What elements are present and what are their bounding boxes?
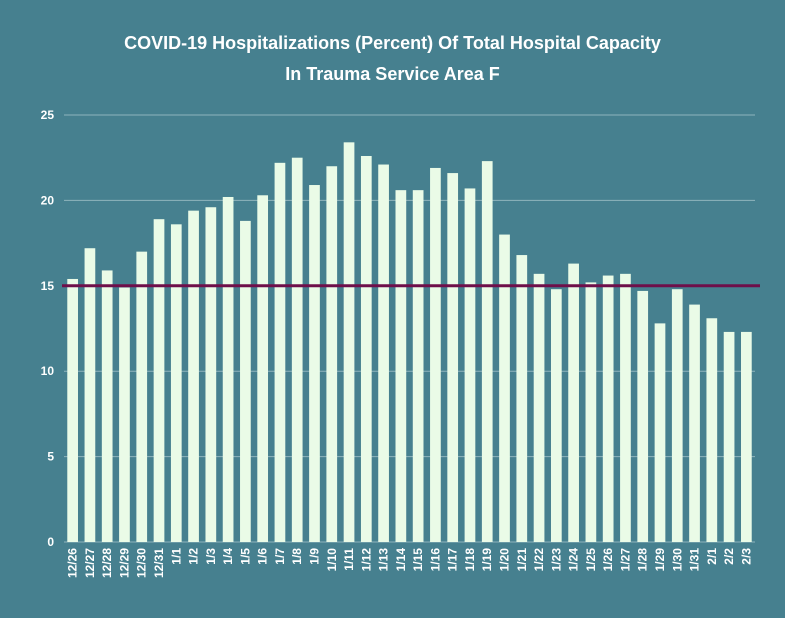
bar-1-7 <box>274 162 286 542</box>
bar-1-17 <box>447 173 459 542</box>
bar-1-2 <box>188 210 199 542</box>
x-tick-label: 1/22 <box>532 548 546 572</box>
x-tick-label: 12/26 <box>66 548 80 578</box>
bar-2-3 <box>741 331 752 542</box>
bar-1-16 <box>430 167 441 542</box>
bar-1-27 <box>620 273 631 542</box>
x-tick-label: 1/29 <box>653 548 667 572</box>
x-tick-label: 1/24 <box>567 548 581 572</box>
x-tick-label: 12/31 <box>152 548 166 578</box>
x-tick-label: 1/27 <box>618 548 632 572</box>
bar-1-6 <box>257 195 269 542</box>
x-tick-label: 2/3 <box>739 548 753 565</box>
x-tick-label: 1/17 <box>446 548 460 572</box>
bar-12-27 <box>84 248 96 542</box>
y-tick-label: 15 <box>41 279 55 293</box>
x-tick-label: 1/2 <box>187 548 201 565</box>
x-tick-label: 12/29 <box>117 548 131 578</box>
bar-1-19 <box>481 161 493 542</box>
x-tick-label: 1/14 <box>394 548 408 572</box>
x-tick-label: 1/12 <box>359 548 373 572</box>
bar-1-3 <box>205 207 217 542</box>
x-tick-label: 2/1 <box>705 548 719 565</box>
x-tick-label: 1/25 <box>584 548 598 572</box>
x-tick-label: 1/6 <box>256 548 270 565</box>
x-tick-label: 1/4 <box>221 548 235 565</box>
x-tick-label: 1/19 <box>480 548 494 572</box>
x-tick-label: 12/27 <box>83 548 97 578</box>
bar-1-18 <box>464 188 476 542</box>
x-tick-label: 1/9 <box>307 548 321 565</box>
bar-1-1 <box>170 224 182 542</box>
x-tick-label: 1/26 <box>601 548 615 572</box>
y-tick-label: 20 <box>41 193 55 207</box>
bar-12-26 <box>67 278 78 542</box>
y-tick-label: 5 <box>47 450 54 464</box>
bar-1-29 <box>654 323 666 542</box>
bar-1-21 <box>516 255 528 542</box>
bar-2-2 <box>723 331 735 542</box>
bar-1-26 <box>602 275 614 542</box>
bar-1-28 <box>637 290 649 542</box>
x-tick-label: 1/15 <box>411 548 425 572</box>
bar-1-25 <box>585 282 597 542</box>
bar-1-13 <box>378 164 389 543</box>
x-tick-label: 1/3 <box>204 548 218 565</box>
x-tick-label: 12/30 <box>135 548 149 578</box>
x-tick-label: 1/13 <box>377 548 391 572</box>
bar-1-24 <box>568 263 579 542</box>
bar-1-22 <box>533 273 545 542</box>
bar-1-30 <box>671 289 683 542</box>
bar-1-8 <box>291 157 303 542</box>
x-tick-label: 1/10 <box>325 548 339 572</box>
bar-1-10 <box>326 166 338 543</box>
x-tick-label: 1/16 <box>428 548 442 572</box>
y-tick-label: 10 <box>41 364 55 378</box>
bar-1-9 <box>309 185 320 542</box>
chart-title: COVID-19 Hospitalizations (Percent) Of T… <box>124 33 661 53</box>
x-tick-label: 1/21 <box>515 548 529 572</box>
x-tick-label: 1/1 <box>169 548 183 565</box>
x-tick-label: 1/20 <box>498 548 512 572</box>
bar-1-14 <box>395 190 407 543</box>
x-tick-label: 1/23 <box>549 548 563 572</box>
bar-1-15 <box>412 190 424 543</box>
x-tick-label: 1/7 <box>273 548 287 565</box>
bar-1-23 <box>550 289 562 542</box>
bar-1-11 <box>343 142 355 542</box>
x-tick-label: 1/8 <box>290 548 304 565</box>
bar-12-28 <box>101 270 113 542</box>
x-tick-label: 1/18 <box>463 548 477 572</box>
bar-2-1 <box>706 318 718 542</box>
bar-1-31 <box>689 304 700 542</box>
x-tick-label: 1/28 <box>636 548 650 572</box>
y-tick-label: 25 <box>41 108 55 122</box>
bar-1-5 <box>240 220 251 542</box>
x-tick-label: 1/31 <box>688 548 702 572</box>
x-tick-label: 12/28 <box>100 548 114 578</box>
x-tick-label: 1/5 <box>238 548 252 565</box>
bar-12-30 <box>136 251 148 542</box>
chart-subtitle: In Trauma Service Area F <box>285 64 500 84</box>
x-tick-label: 1/30 <box>670 548 684 572</box>
y-tick-label: 0 <box>47 535 54 549</box>
x-tick-label: 1/11 <box>342 548 356 571</box>
bar-1-4 <box>222 196 234 542</box>
bar-1-12 <box>360 155 372 542</box>
bar-1-20 <box>499 234 510 542</box>
bar-12-29 <box>119 287 130 542</box>
bar-12-31 <box>153 219 165 543</box>
x-tick-label: 2/2 <box>722 548 736 565</box>
